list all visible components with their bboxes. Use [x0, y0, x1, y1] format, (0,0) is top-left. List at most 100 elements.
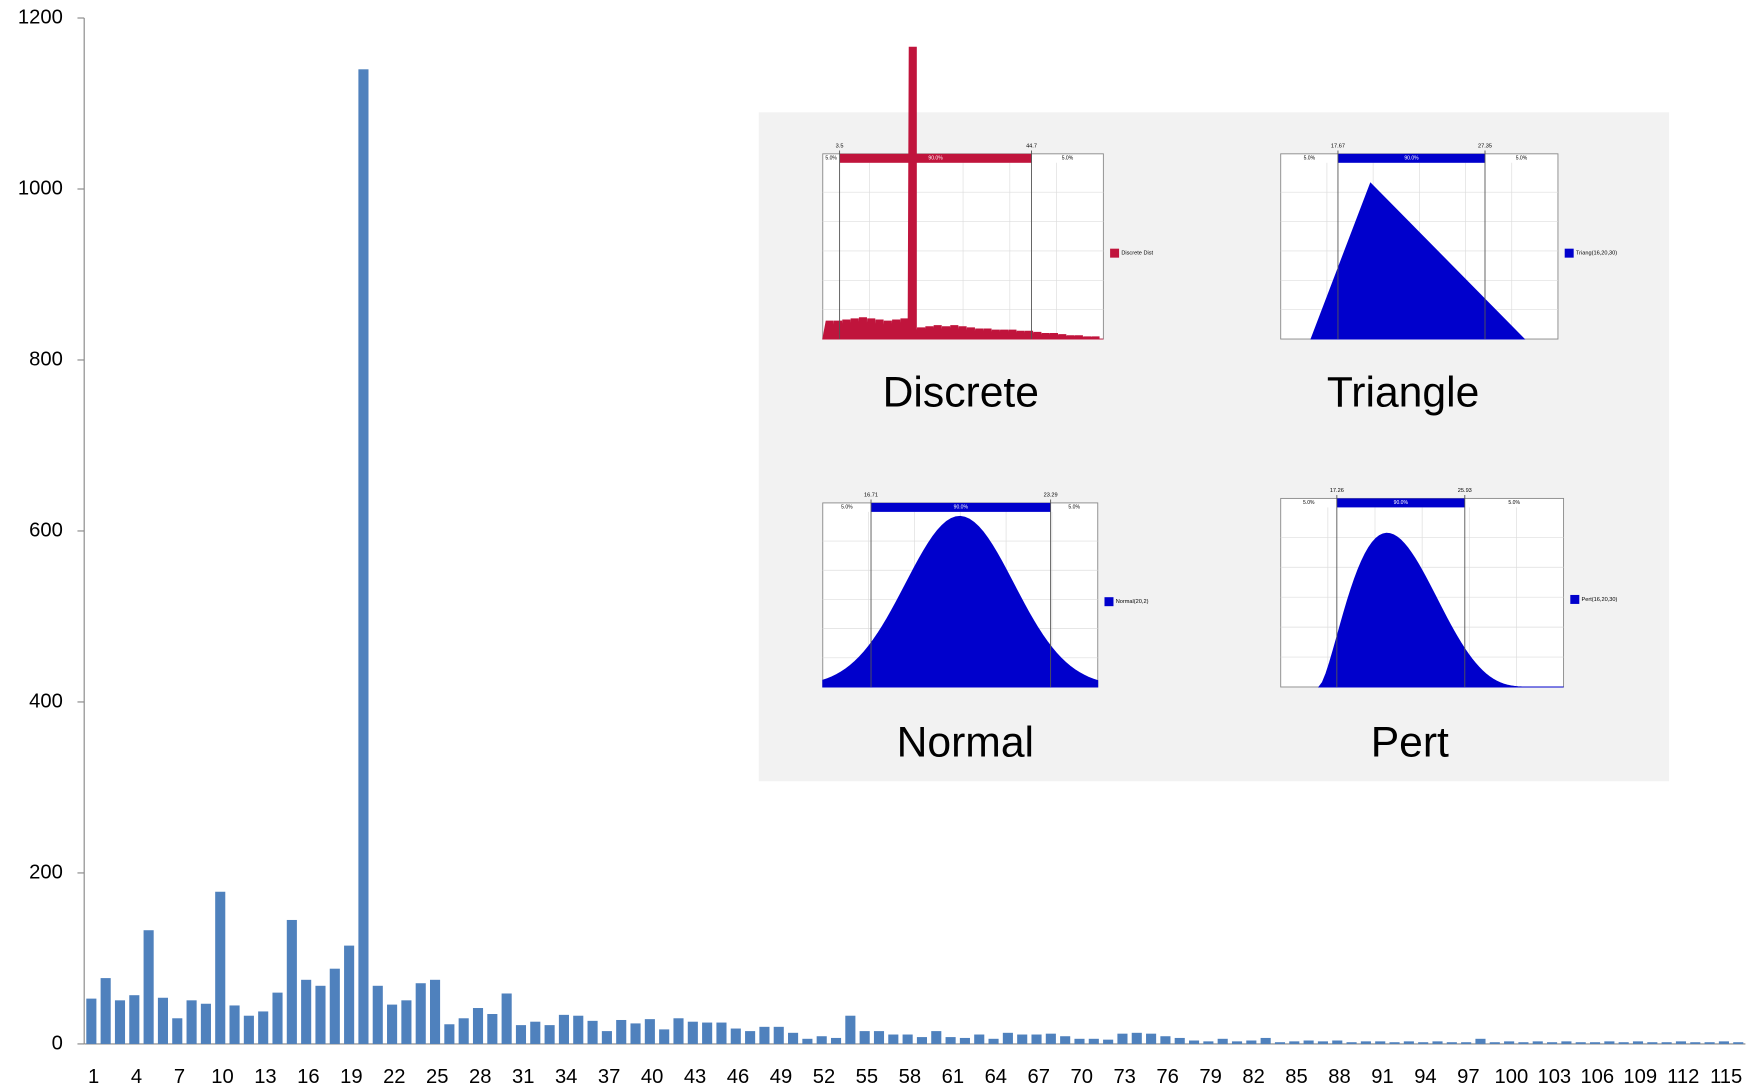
bar	[1633, 1041, 1643, 1044]
thumb-legend: Triang(16,20,30)	[1576, 251, 1617, 257]
x-tick-label: 52	[813, 1066, 835, 1088]
x-tick-label: 112	[1667, 1066, 1699, 1088]
bar	[129, 995, 139, 1044]
thumb-label: Pert	[1371, 719, 1449, 767]
thumb-left: 3.5	[836, 143, 844, 149]
bar	[974, 1035, 984, 1044]
bar	[1361, 1041, 1371, 1044]
bar	[1146, 1034, 1156, 1044]
x-tick-label: 85	[1285, 1066, 1307, 1088]
bar	[487, 1014, 497, 1044]
bar	[1031, 1035, 1041, 1044]
x-tick-label: 34	[555, 1066, 577, 1088]
bar	[287, 920, 297, 1044]
bar	[559, 1015, 569, 1044]
bar	[645, 1019, 655, 1044]
x-tick-label: 31	[512, 1066, 534, 1088]
x-tick-label: 25	[426, 1066, 448, 1088]
x-tick-label: 88	[1328, 1066, 1350, 1088]
bar	[1418, 1042, 1428, 1044]
thumb-tail: 5.0%	[825, 156, 837, 162]
bar	[330, 969, 340, 1044]
x-tick-label: 46	[727, 1066, 749, 1088]
x-tick-label: 28	[469, 1066, 491, 1088]
y-tick-label: 400	[29, 690, 63, 712]
bar	[1117, 1034, 1127, 1044]
bar	[1074, 1039, 1084, 1044]
bar	[1733, 1042, 1743, 1044]
x-tick-label: 16	[297, 1066, 319, 1088]
x-tick-label: 37	[598, 1066, 620, 1088]
bar	[931, 1031, 941, 1044]
thumb-legend-swatch	[1565, 249, 1574, 258]
x-tick-label: 73	[1113, 1066, 1135, 1088]
thumb-right: 27.35	[1478, 143, 1492, 149]
bar	[1175, 1038, 1185, 1044]
bar	[1017, 1035, 1027, 1044]
thumb-mid: 90.0%	[1394, 500, 1409, 506]
bar	[888, 1035, 898, 1044]
bar	[201, 1004, 211, 1044]
thumb-tail: 5.0%	[1516, 156, 1528, 162]
bar	[1389, 1042, 1399, 1044]
bar	[1604, 1041, 1614, 1044]
thumb-legend: Pert(16,20,30)	[1582, 597, 1618, 603]
bar	[1160, 1036, 1170, 1044]
chart: 0200400600800100012001471013161922252831…	[0, 0, 1760, 1090]
bar	[1218, 1039, 1228, 1044]
bar	[989, 1039, 999, 1044]
thumb-mid: 90.0%	[928, 156, 943, 162]
bar	[215, 892, 225, 1044]
y-tick-label: 600	[29, 519, 63, 541]
thumb-legend-swatch	[1110, 249, 1119, 258]
bar	[688, 1022, 698, 1044]
y-tick-label: 800	[29, 348, 63, 370]
bar	[1619, 1042, 1629, 1044]
x-tick-label: 4	[131, 1066, 142, 1088]
bar	[530, 1022, 540, 1044]
bar	[1046, 1034, 1056, 1044]
bar	[1662, 1042, 1672, 1044]
x-tick-label: 70	[1070, 1066, 1092, 1088]
bar	[1719, 1041, 1729, 1044]
bar	[745, 1031, 755, 1044]
bar	[1246, 1041, 1256, 1044]
bar	[831, 1038, 841, 1044]
bar	[459, 1018, 469, 1044]
bar	[187, 1000, 197, 1044]
thumb-tail: 5.0%	[1068, 505, 1080, 511]
bar	[172, 1018, 182, 1044]
bar	[659, 1029, 669, 1044]
bar	[1375, 1041, 1385, 1044]
x-tick-label: 109	[1623, 1066, 1657, 1088]
y-tick-label: 1200	[18, 6, 63, 28]
bar	[774, 1027, 784, 1044]
x-tick-label: 40	[641, 1066, 663, 1088]
bar	[716, 1023, 726, 1044]
thumb-legend: Normal(20,2)	[1116, 599, 1149, 605]
thumb-mid: 90.0%	[1404, 156, 1419, 162]
bar	[144, 930, 154, 1044]
thumb-tail: 5.0%	[1062, 156, 1074, 162]
thumb-left: 17.67	[1331, 143, 1345, 149]
bar	[616, 1020, 626, 1044]
bar	[1490, 1042, 1500, 1044]
bar	[516, 1025, 526, 1044]
bar	[502, 993, 512, 1043]
bar	[1203, 1041, 1213, 1044]
y-tick-label: 0	[52, 1032, 63, 1054]
x-tick-label: 13	[254, 1066, 276, 1088]
bar	[1003, 1033, 1013, 1044]
x-tick-label: 100	[1495, 1066, 1529, 1088]
bar	[430, 980, 440, 1044]
thumb-mid: 90.0%	[954, 505, 969, 511]
bar	[358, 69, 368, 1044]
bar	[1289, 1041, 1299, 1044]
x-tick-label: 91	[1371, 1066, 1393, 1088]
bar	[230, 1005, 240, 1043]
bar	[258, 1011, 268, 1043]
bar	[1561, 1041, 1571, 1044]
page: 0200400600800100012001471013161922252831…	[0, 0, 1760, 1090]
bar	[1461, 1042, 1471, 1044]
bar	[301, 980, 311, 1044]
